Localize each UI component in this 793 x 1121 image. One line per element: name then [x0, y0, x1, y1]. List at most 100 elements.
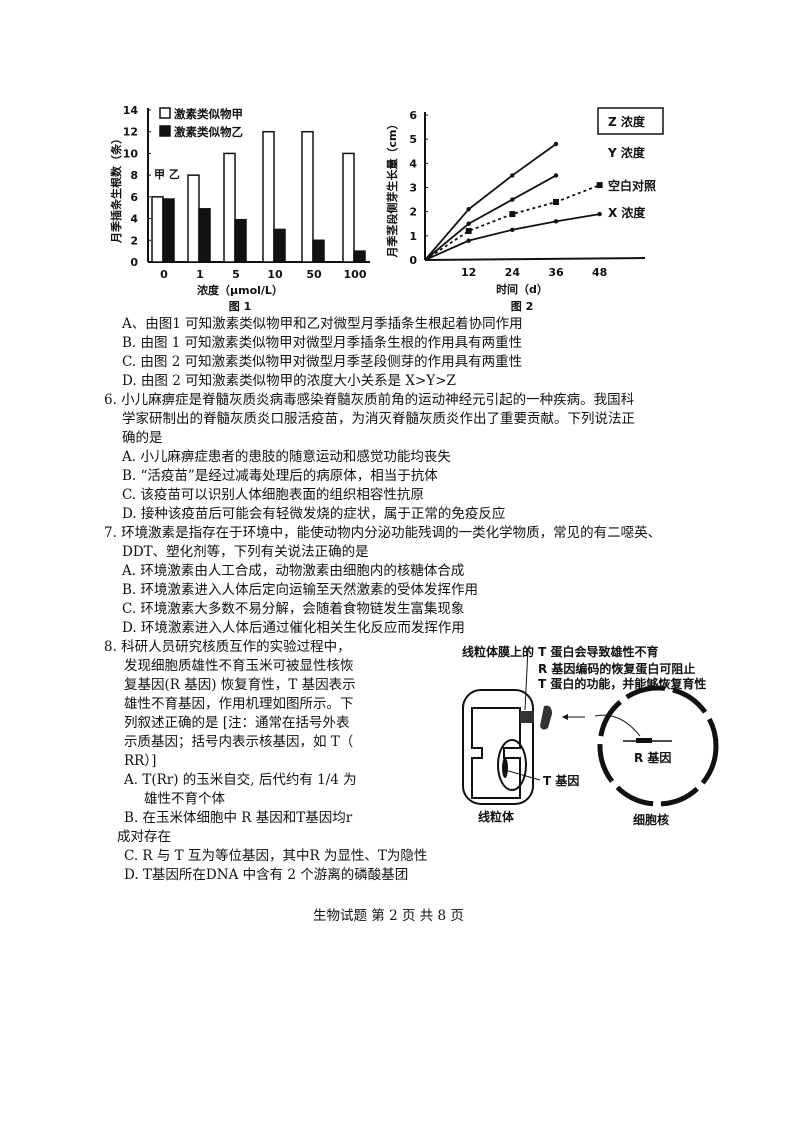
bar-jia	[301, 130, 314, 263]
x-tick-label: 24	[505, 266, 521, 279]
q7-option-d[interactable]: D. 环境激素进入人体后通过催化相关生化反应而发挥作用	[122, 620, 465, 636]
q8-option-b-cont: 成对存在	[117, 829, 171, 845]
bar-jia	[151, 196, 164, 263]
legend-label: X 浓度	[608, 205, 646, 220]
y-tick-label: 2	[130, 234, 138, 247]
diagram-label-r2: T 蛋白的功能，并能够恢复育性	[538, 676, 706, 691]
r-gene-mark	[636, 738, 652, 743]
bar-yi	[198, 208, 211, 263]
t-protein-icon	[520, 711, 534, 723]
bar-jia	[342, 152, 355, 263]
y-tick-label: 6	[130, 191, 138, 204]
x-tick-label: 5	[232, 268, 240, 281]
x-axis-label: 浓度（μmol/L）	[197, 283, 283, 297]
q6-stem: 确的是	[122, 430, 163, 446]
q5-option-b[interactable]: B. 由图 1 可知激素类似物甲对微型月季插条生根的作用具有两重性	[122, 335, 523, 351]
series-line	[424, 143, 557, 261]
diagram-label-top: 线粒体膜上的 T 蛋白会导致雄性不育	[462, 644, 659, 659]
restoration-protein-icon	[540, 705, 552, 730]
x-tick-label: 100	[344, 268, 367, 281]
x-tick-label: 0	[160, 268, 168, 281]
x-tick-label: 36	[548, 266, 564, 279]
bar-jia	[262, 130, 275, 263]
bar-yi	[162, 198, 175, 263]
q5-option-a[interactable]: A、由图1 可知激素类似物甲和乙对微型月季插条生根起着协同作用	[122, 316, 523, 332]
y-tick-label: 1	[409, 230, 417, 243]
q5-option-d[interactable]: D. 由图 2 可知激素类似物甲的浓度大小关系是 X>Y>Z	[122, 373, 456, 389]
q8-option-a[interactable]: A. T(Rr) 的玉米自交, 后代约有 1/4 为	[124, 772, 357, 788]
diagram-label-r1: R 基因编码的恢复蛋白可阻止	[538, 661, 695, 676]
x-tick-label: 10	[267, 268, 283, 281]
q8-stem: 复基因(R 基因) 恢复育性，T 基因表示	[124, 677, 356, 693]
y-axis-label: 月季插条生根数（条）	[109, 133, 123, 244]
figure-caption: 图 1	[229, 300, 251, 313]
q8-stem: 8. 科研人员研究核质互作的实验过程中，	[104, 639, 351, 655]
q7-stem: DDT、塑化剂等，下列有关说法正确的是	[122, 544, 369, 560]
figure-caption: 图 2	[511, 300, 533, 313]
data-point	[466, 221, 471, 226]
x-axis-label: 时间（d）	[496, 282, 548, 296]
data-point	[465, 228, 472, 234]
legend-label: 空白对照	[608, 178, 656, 193]
x-tick-label: 50	[306, 268, 322, 281]
q6-stem: 学家研制出的脊髓灰质炎口服活疫苗，为消灭脊髓灰质炎作出了重要贡献。下列说法正	[122, 411, 635, 427]
y-tick-label: 4	[409, 157, 417, 170]
q6-option-b[interactable]: B. “活疫苗”是经过减毒处理后的病原体，相当于抗体	[122, 468, 438, 484]
data-point	[509, 211, 516, 218]
nucleus-shape	[597, 685, 719, 807]
q8-stem: 列叙述正确的是 [注：通常在括号外表	[124, 715, 350, 731]
diagram-label-tgene: T 基因	[543, 773, 579, 788]
y-tick-label: 0	[130, 256, 138, 269]
y-tick-label: 0	[409, 254, 417, 267]
x-tick-label: 48	[592, 266, 607, 279]
q8-option-a-cont: 雄性不育个体	[144, 791, 225, 807]
data-point	[597, 211, 602, 217]
q7-option-c[interactable]: C. 环境激素大多数不易分解，会随着食物链发生富集现象	[122, 601, 465, 617]
q8-option-d[interactable]: D. T基因所在DNA 中含有 2 个游离的磷酸基团	[124, 867, 409, 883]
q8-stem: 发现细胞质雄性不育玉米可被显性核恢	[124, 658, 354, 674]
diagram-label-nucleus: 细胞核	[633, 812, 669, 827]
q8-stem: RR）]	[124, 753, 157, 769]
q6-option-a[interactable]: A. 小儿麻痹症患者的患肢的随意运动和感觉功能均丧失	[122, 449, 451, 465]
q7-option-b[interactable]: B. 环境激素进入人体后定向运输至天然激素的受体发挥作用	[122, 582, 479, 598]
data-point	[553, 141, 559, 147]
bar-jia	[223, 152, 236, 263]
legend-swatch	[159, 107, 171, 119]
mitochondrion-shape	[462, 647, 534, 805]
q5-option-c[interactable]: C. 由图 2 可知激素类似物甲对微型月季茎段侧芽的作用具有两重性	[122, 354, 523, 370]
annotation: 甲 乙	[154, 168, 180, 181]
diagram-label-rgene: R 基因	[634, 750, 671, 765]
y-tick-label: 12	[123, 126, 138, 139]
q6-stem: 6. 小儿麻痹症是脊髓灰质炎病毒感染脊髓灰质前角的运动神经元引起的一种疾病。我国…	[104, 392, 635, 408]
q6-option-d[interactable]: D. 接种该疫苗后可能会有轻微发烧的症状，属于正常的免疫反应	[122, 506, 506, 522]
bar-jia	[187, 174, 200, 263]
bar-yi	[353, 250, 366, 263]
bar-yi	[234, 218, 247, 263]
q8-stem: 雄性不育基因，作用机理如图所示。下	[124, 696, 354, 712]
data-point	[466, 207, 471, 212]
data-point	[553, 199, 559, 205]
legend-highlight-box	[597, 107, 664, 135]
q8-option-c[interactable]: C. R 与 T 互为等位基因，其中R 为显性、T为隐性	[124, 848, 428, 864]
y-tick-label: 6	[409, 109, 417, 122]
data-point	[553, 173, 559, 178]
series-line	[424, 213, 600, 261]
y-tick-label: 4	[130, 213, 138, 226]
legend-label: Y 浓度	[607, 145, 646, 160]
data-point	[596, 182, 603, 189]
y-tick-label: 2	[409, 206, 417, 219]
data-point	[553, 219, 559, 224]
series-line	[424, 174, 557, 261]
data-point	[510, 173, 515, 178]
legend-label: 激素类似物甲	[174, 107, 243, 121]
q6-option-c[interactable]: C. 该疫苗可以识别人体细胞表面的组织相容性抗原	[122, 487, 424, 503]
legend-label: 激素类似物乙	[174, 125, 243, 139]
q8-option-b[interactable]: B. 在玉米体细胞中 R 基因和T基因均r	[124, 810, 353, 826]
q7-stem: 7. 环境激素是指存在于环境中，能使动物内分泌功能残调的一类化学物质，常见的有二…	[104, 525, 662, 541]
q8-diagram: 线粒体膜上的 T 蛋白会导致雄性不育 R 基因编码的恢复蛋白可阻止 T 蛋白的功…	[462, 644, 719, 827]
q7-option-a[interactable]: A. 环境激素由人工合成，动物激素由细胞内的核糖体合成	[122, 563, 465, 579]
y-tick-label: 3	[409, 182, 417, 195]
y-tick-label: 10	[123, 147, 139, 160]
